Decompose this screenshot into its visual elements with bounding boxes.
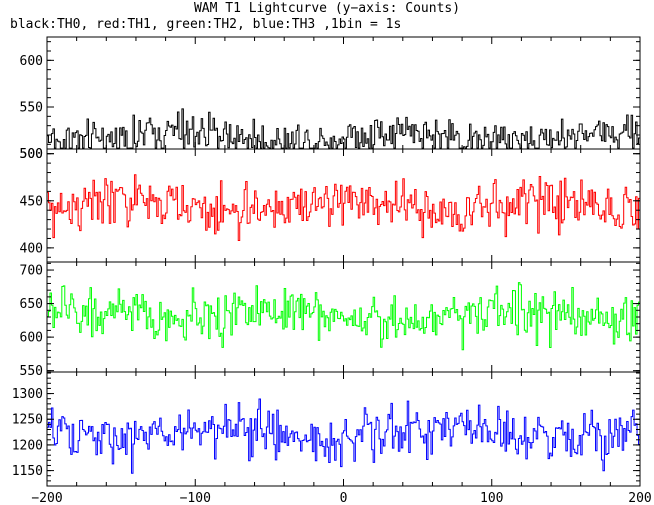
y-tick-label: 600 — [20, 331, 43, 346]
x-tick-label: 0 — [340, 491, 348, 505]
y-tick-label: 450 — [20, 194, 43, 209]
y-tick-label: 700 — [20, 264, 43, 279]
y-tick-label: 550 — [20, 101, 43, 116]
y-tick-label: 650 — [20, 297, 43, 312]
y-tick-label: 1150 — [12, 464, 43, 479]
x-tick-label: −100 — [180, 491, 211, 505]
y-tick-label: 500 — [20, 147, 43, 162]
y-tick-label: 400 — [20, 241, 43, 256]
chart-legend-caption: black:TH0, red:TH1, green:TH2, blue:TH3 … — [10, 17, 402, 32]
chart-title: WAM T1 Lightcurve (y−axis: Counts) — [193, 1, 461, 16]
x-tick-label: 200 — [628, 491, 651, 505]
series-line-th2 — [47, 282, 640, 351]
y-tick-label: 1300 — [12, 387, 43, 402]
x-tick-label: 100 — [480, 491, 503, 505]
y-tick-label: 600 — [20, 54, 43, 69]
x-tick-label: −200 — [31, 491, 62, 505]
series-line-th3 — [47, 398, 640, 474]
y-tick-label: 550 — [20, 364, 43, 379]
y-tick-label: 1200 — [12, 438, 43, 453]
y-tick-label: 500 — [20, 147, 43, 162]
y-tick-label: 1250 — [12, 413, 43, 428]
series-line-th0 — [47, 108, 640, 149]
series-line-th1 — [47, 174, 640, 242]
